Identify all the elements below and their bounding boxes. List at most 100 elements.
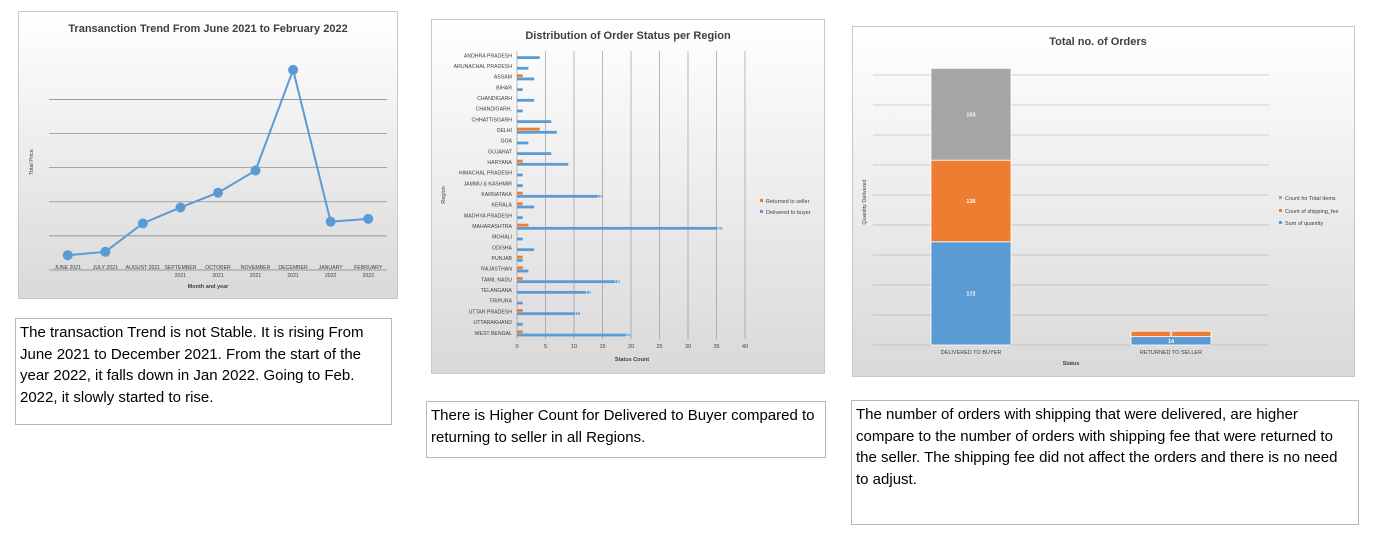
- delivered-bar: [517, 226, 723, 230]
- delivered-bar: [517, 141, 529, 145]
- x-axis-label: Status: [1063, 361, 1080, 367]
- series-line: [67, 66, 369, 257]
- region-label: CHHATTISGARH: [471, 117, 512, 123]
- legend-label: Sum of quantity: [1285, 221, 1323, 227]
- region-label: MAHARASHTRA: [472, 224, 512, 230]
- delivered-bar: [517, 280, 620, 284]
- x-tick-label: 5: [544, 344, 547, 350]
- returned-bar: [517, 159, 523, 163]
- region-label: MADHYA PRADESH: [464, 213, 512, 219]
- delivered-bar: [517, 216, 523, 220]
- data-point: [137, 218, 148, 229]
- data-point: [288, 64, 299, 75]
- delivered-bar: [517, 258, 523, 262]
- delivered-bar: [517, 152, 552, 156]
- returned-bar: [517, 202, 523, 206]
- delivered-bar: [517, 66, 529, 70]
- y-axis-label: Region: [441, 186, 447, 203]
- x-tick-label: RETURNED TO SELLER: [1140, 350, 1202, 356]
- region-label: GOA: [500, 139, 512, 145]
- region-label: KERALA: [492, 203, 513, 209]
- x-tick-label: SEPTEMBER: [164, 265, 196, 271]
- data-point: [175, 202, 186, 213]
- delivered-bar: [517, 248, 535, 252]
- stack-segment: [930, 159, 1012, 243]
- region-label: JAMMU & KASHMIR: [464, 181, 513, 187]
- data-label: 11: [574, 311, 579, 317]
- region-label: RAJASTHAN: [481, 267, 512, 273]
- delivered-bar: [517, 88, 523, 92]
- returned-bar: [517, 277, 523, 280]
- region-label: CHANDIGARH: [477, 96, 512, 102]
- region-label: TELANGANA: [481, 288, 513, 294]
- data-label: 13: [585, 290, 591, 296]
- x-tick-label: 10: [571, 344, 577, 350]
- delivered-bar: [517, 130, 557, 134]
- x-tick-label: 2021: [212, 273, 224, 279]
- region-label: TAMIL NADU: [481, 277, 512, 283]
- legend-swatch: [1279, 196, 1282, 199]
- data-label: 14: [1168, 339, 1175, 345]
- x-tick-label: 35: [713, 344, 719, 350]
- returned-bar: [517, 309, 523, 312]
- data-point: [325, 216, 336, 227]
- order-status-region-chart: Distribution of Order Status per Region 0…: [431, 19, 825, 374]
- delivered-bar: [517, 290, 592, 294]
- x-tick-label: 2021: [250, 273, 262, 279]
- x-tick-label: FEBRUARY: [354, 265, 383, 271]
- stack-segment: [1130, 330, 1212, 338]
- x-tick-label: OCTOBER: [205, 265, 231, 271]
- y-axis-label: Quantity Delivered: [862, 179, 868, 224]
- data-point: [213, 187, 223, 198]
- x-tick-label: 15: [599, 344, 605, 350]
- data-point: [363, 213, 374, 224]
- x-tick-label: 2021: [175, 273, 187, 279]
- region-label: ARUNACHAL PRADESH: [454, 64, 513, 70]
- delivered-bar: [517, 301, 523, 305]
- region-label: BIHAR: [496, 85, 512, 91]
- delivered-bar: [517, 173, 523, 177]
- delivered-bar: [517, 333, 631, 337]
- x-tick-label: 25: [656, 344, 662, 350]
- order-status-region-svg: Distribution of Order Status per Region 0…: [441, 30, 811, 363]
- delivered-bar: [517, 322, 523, 326]
- data-label: 18: [614, 279, 620, 285]
- data-point: [250, 165, 261, 176]
- legend-label: Delivered to buyer: [766, 210, 811, 216]
- delivered-bar: [517, 312, 580, 316]
- region-label: GUJARAT: [488, 149, 513, 155]
- region-label: MOHALI: [492, 235, 512, 241]
- data-label: 9: [1169, 332, 1172, 338]
- x-tick-label: JUNE 2021: [55, 265, 82, 271]
- chart-title: Distribution of Order Status per Region: [525, 30, 731, 42]
- delivered-bar: [517, 194, 603, 198]
- delivered-bar: [517, 120, 552, 124]
- region-label: UTTAR PRADESH: [469, 309, 513, 315]
- x-tick-label: 2021: [287, 273, 299, 279]
- delivered-bar: [517, 205, 535, 209]
- data-label: 172: [966, 291, 975, 297]
- region-label: ODISHA: [492, 245, 512, 251]
- transaction-trend-chart: Transanction Trend From June 2021 to Feb…: [18, 11, 398, 299]
- x-tick-label: 0: [515, 344, 518, 350]
- x-axis-label: Month and year: [188, 284, 230, 290]
- total-orders-svg: Total no. of Orders Quantity Delivered 172…: [862, 36, 1339, 367]
- legend-swatch: [760, 210, 763, 213]
- data-point: [62, 250, 73, 261]
- data-label: 136: [966, 199, 975, 205]
- region-label: CHANDIGARH,: [476, 107, 512, 113]
- data-point: [100, 246, 111, 257]
- x-tick-label: 20: [628, 344, 634, 350]
- returned-bar: [517, 127, 540, 131]
- data-label: 15: [597, 194, 603, 200]
- data-label: 20: [625, 333, 631, 339]
- delivered-bar: [517, 56, 540, 59]
- x-tick-label: 40: [742, 344, 748, 350]
- region-label: HARYANA: [487, 160, 512, 166]
- total-orders-chart: Total no. of Orders Quantity Delivered 172…: [852, 26, 1355, 377]
- legend-label: Count for Total Items: [1285, 196, 1336, 202]
- legend-swatch: [1279, 209, 1282, 212]
- y-axis-label: Total Price: [29, 149, 35, 175]
- returned-bar: [517, 255, 523, 259]
- data-label: 153: [966, 112, 975, 118]
